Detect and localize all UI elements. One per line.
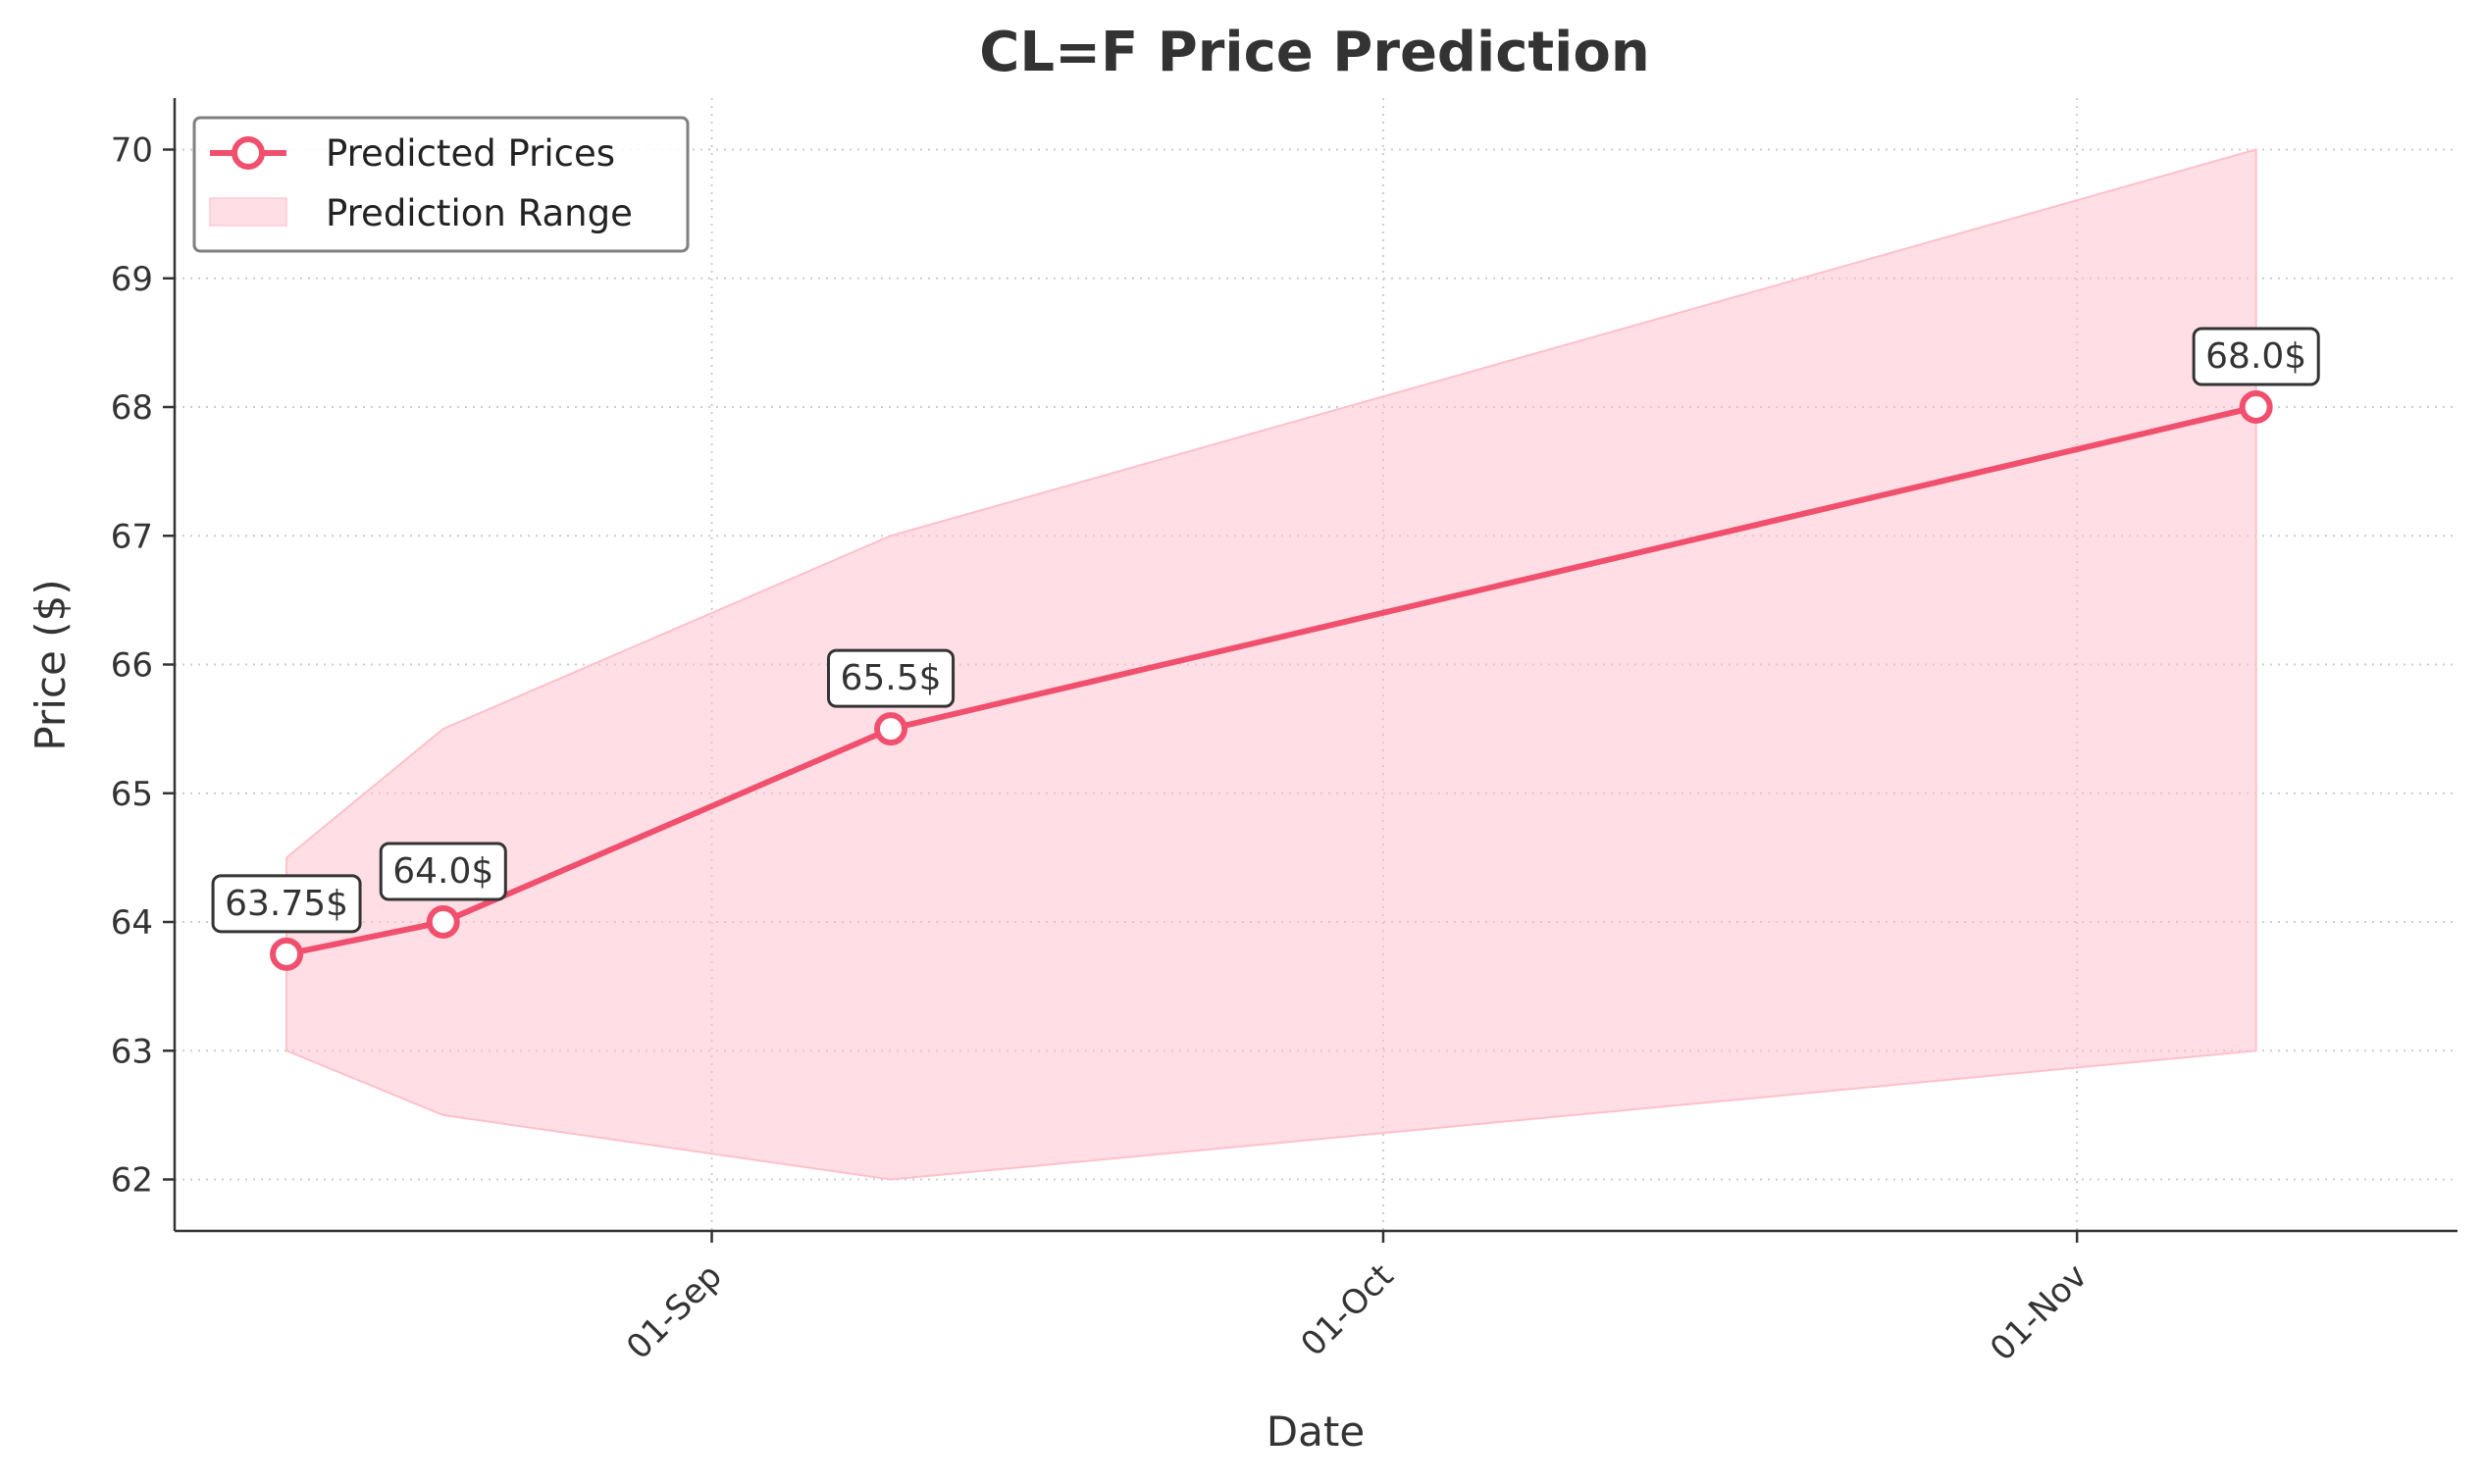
y-tick-label: 63 bbox=[111, 1032, 153, 1071]
legend-marker-swatch bbox=[232, 136, 265, 170]
legend-box bbox=[192, 116, 690, 253]
y-axis-label: Price ($) bbox=[26, 579, 75, 750]
data-label: 63.75$ bbox=[211, 874, 362, 934]
legend-label-prediction-range: Prediction Range bbox=[326, 192, 633, 234]
predicted-prices-line bbox=[285, 404, 2257, 957]
y-ticks: 62 63 64 65 66 67 68 69 70 bbox=[111, 131, 175, 1201]
data-label-text: 68.0$ bbox=[2205, 336, 2306, 377]
data-point bbox=[270, 937, 304, 971]
y-tick-label: 62 bbox=[111, 1161, 153, 1201]
legend-label-predicted-prices: Predicted Prices bbox=[326, 132, 615, 175]
data-label-box bbox=[827, 648, 956, 708]
data-label-text: 64.0$ bbox=[392, 851, 493, 892]
data-label-text: 63.75$ bbox=[225, 884, 348, 924]
y-tick-label: 64 bbox=[111, 903, 153, 943]
x-axis-label: Date bbox=[1267, 1407, 1365, 1456]
data-label-box bbox=[379, 842, 507, 901]
legend-range-swatch bbox=[209, 197, 287, 227]
data-point bbox=[426, 905, 460, 939]
data-label-box bbox=[211, 874, 362, 934]
data-point bbox=[874, 712, 908, 746]
legend: Predicted Prices Prediction Range bbox=[192, 116, 690, 253]
y-tick-label: 67 bbox=[111, 517, 153, 556]
data-label: 65.5$ bbox=[827, 648, 956, 708]
data-label-text: 65.5$ bbox=[841, 658, 942, 698]
data-label-box bbox=[2192, 327, 2320, 386]
y-tick-label: 66 bbox=[111, 646, 153, 686]
predicted-prices-layer bbox=[270, 390, 2273, 971]
y-tick-label: 65 bbox=[111, 775, 153, 814]
prediction-range-layer bbox=[285, 148, 2257, 1181]
prediction-range-band bbox=[285, 148, 2257, 1181]
y-tick-label: 69 bbox=[111, 260, 153, 299]
annotations: 63.75$ 64.0$ 65.5$ 68.0$ bbox=[211, 327, 2320, 934]
data-label: 64.0$ bbox=[379, 842, 507, 901]
data-point bbox=[2239, 390, 2273, 424]
y-tick-label: 70 bbox=[111, 131, 153, 171]
data-label: 68.0$ bbox=[2192, 327, 2320, 386]
chart-title: CL=F Price Prediction bbox=[979, 21, 1649, 84]
y-tick-label: 68 bbox=[111, 388, 153, 428]
